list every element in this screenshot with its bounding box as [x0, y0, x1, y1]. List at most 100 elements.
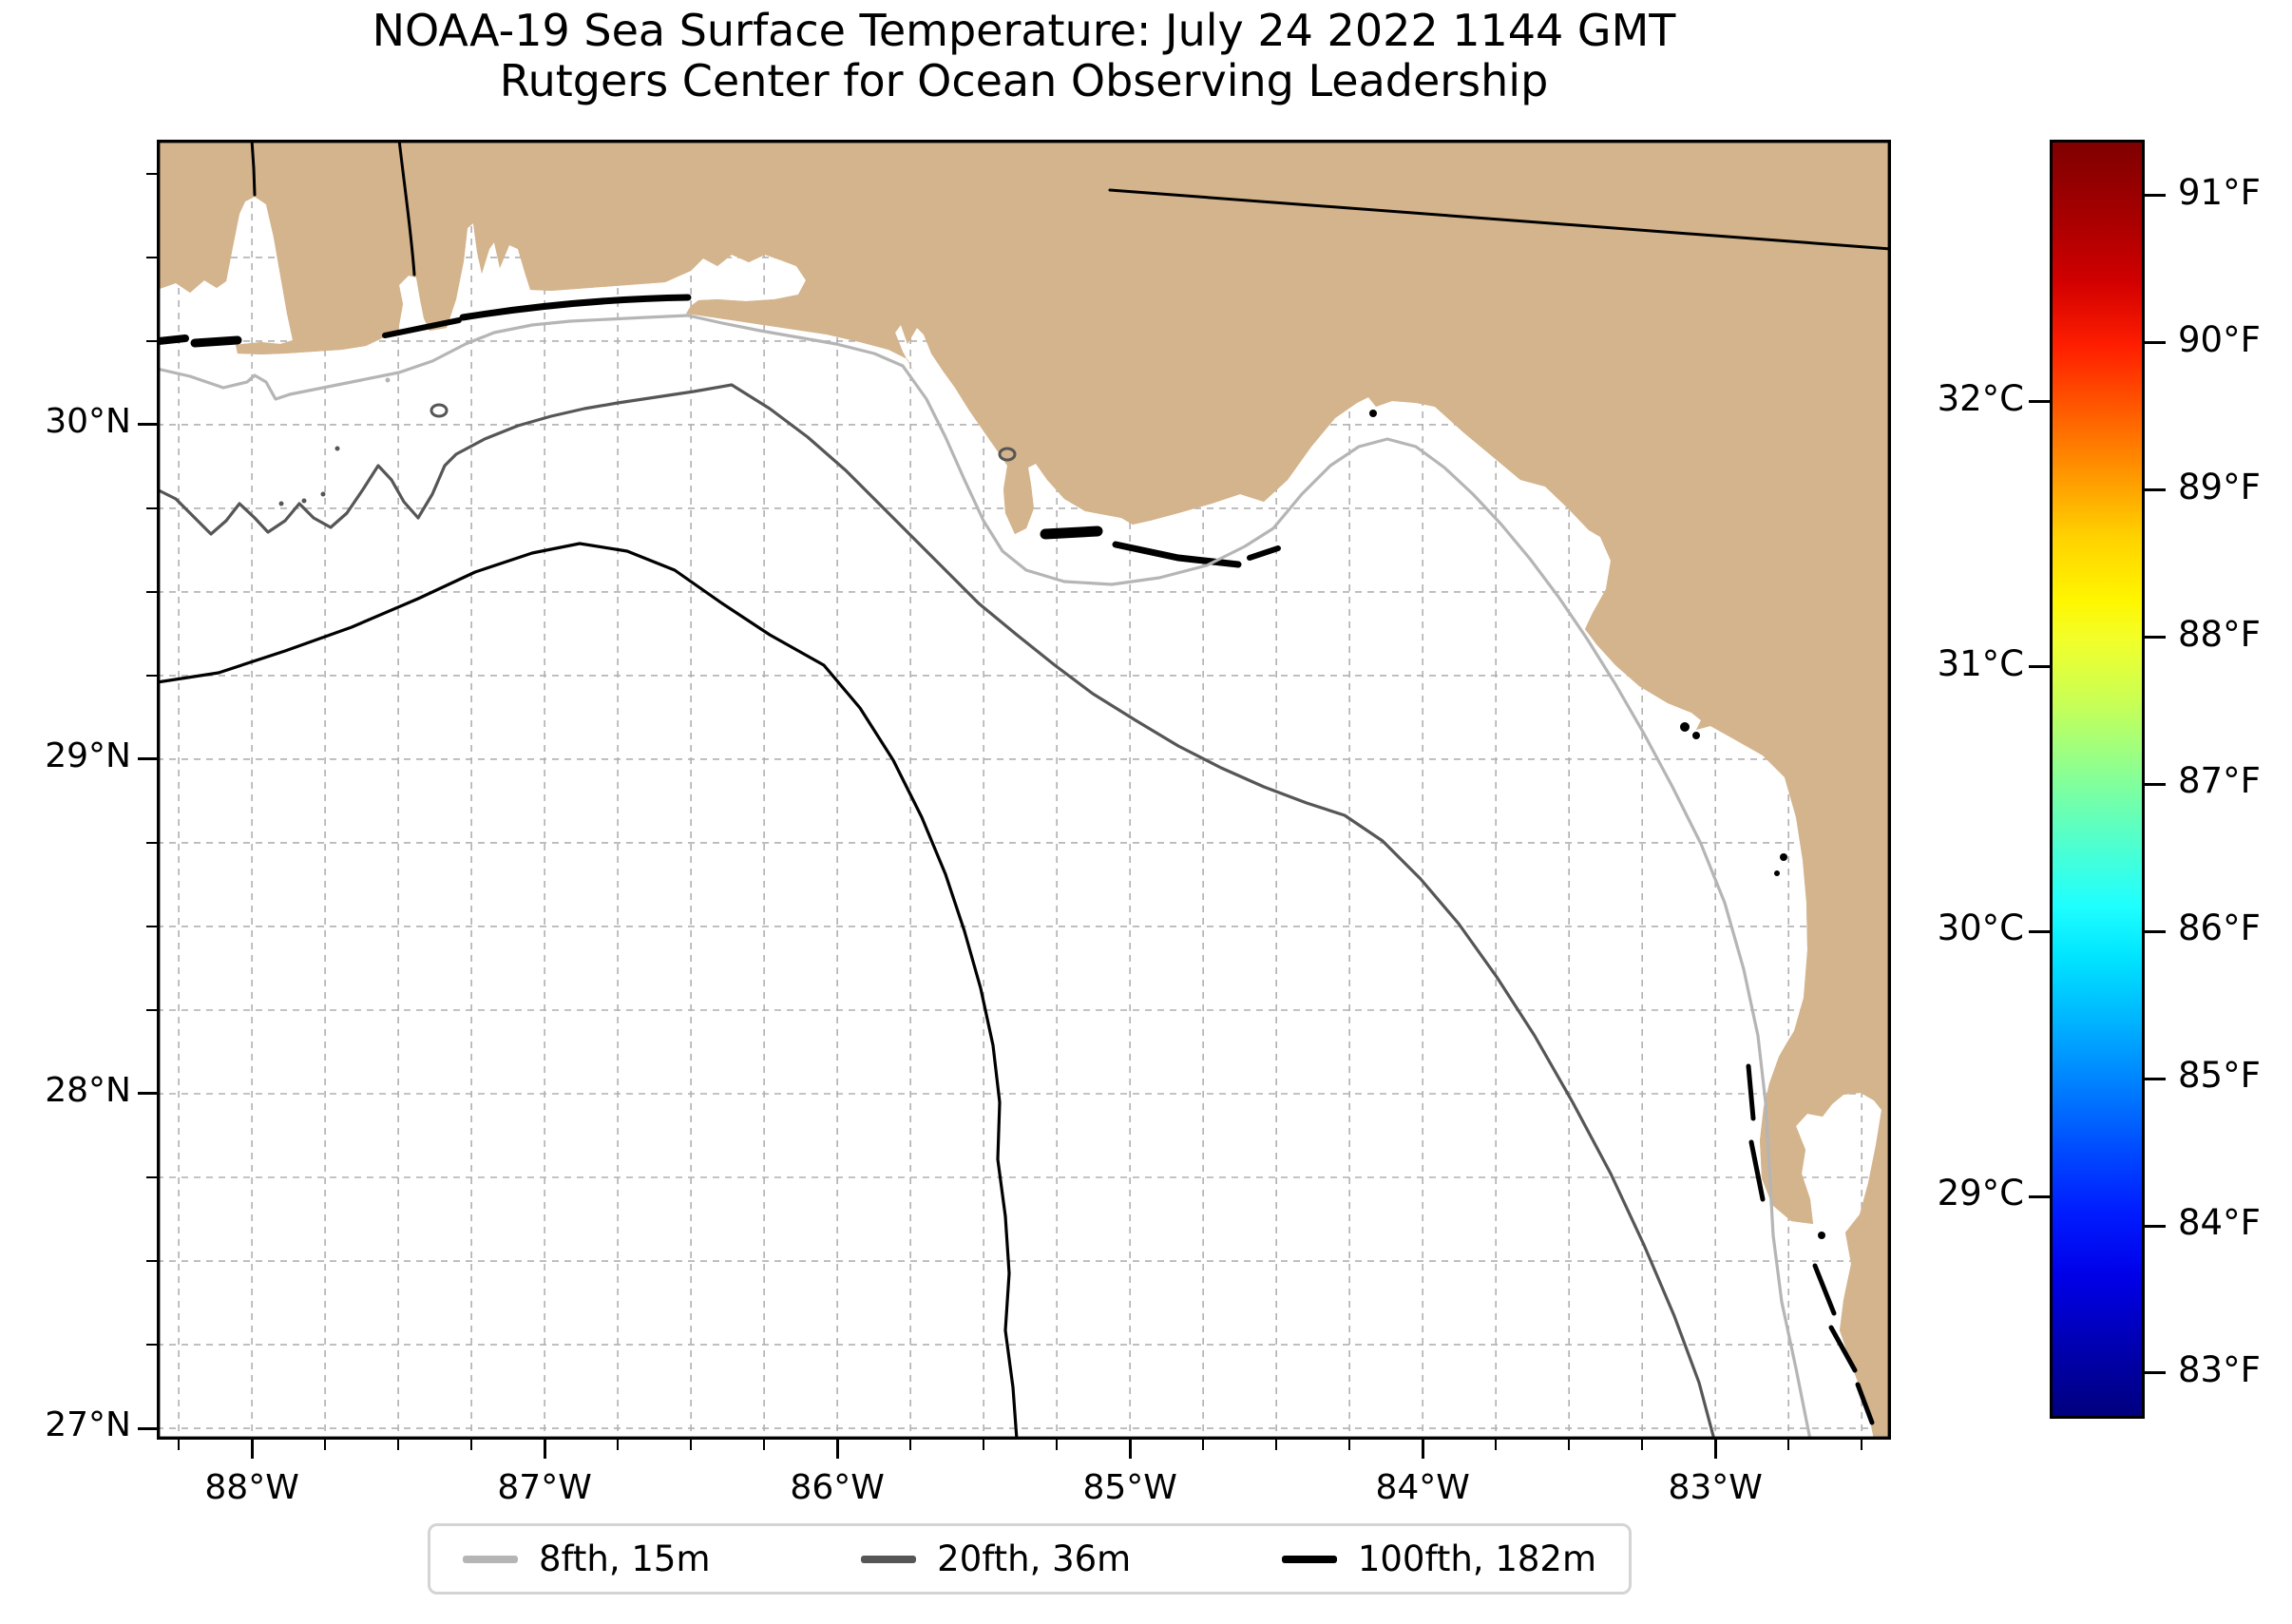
legend-item: 8fth, 15m	[463, 1538, 711, 1579]
legend-label: 8fth, 15m	[539, 1538, 711, 1579]
y-minor-tick	[146, 841, 157, 844]
colorbar-f-tick	[2145, 341, 2166, 345]
x-minor-tick	[397, 1440, 400, 1450]
y-tick-label: 27°N	[45, 1405, 131, 1445]
islet	[1780, 853, 1787, 861]
colorbar-f-label: 89°F	[2178, 466, 2261, 507]
speck	[301, 498, 307, 504]
speck	[320, 491, 326, 497]
x-tick-label: 84°W	[1375, 1468, 1470, 1507]
y-major-tick	[138, 1426, 157, 1430]
colorbar-f-label: 86°F	[2178, 908, 2261, 949]
x-minor-tick	[324, 1440, 327, 1450]
y-minor-tick	[146, 172, 157, 175]
colorbar-c-tick	[2029, 665, 2050, 668]
y-minor-tick	[146, 590, 157, 593]
y-minor-tick	[146, 1008, 157, 1011]
legend-label: 100fth, 182m	[1357, 1538, 1596, 1579]
boundary-lines	[250, 140, 1891, 277]
legend-item: 100fth, 182m	[1281, 1538, 1596, 1579]
y-tick-label: 28°N	[45, 1070, 131, 1110]
colorbar-c-tick	[2029, 929, 2050, 933]
x-minor-tick	[983, 1440, 985, 1450]
x-minor-tick	[1056, 1440, 1059, 1450]
colorbar-f-tick	[2145, 636, 2166, 640]
colorbar-c-label: 29°C	[1937, 1173, 2024, 1214]
x-minor-tick	[909, 1440, 912, 1450]
contour-ring	[998, 447, 1017, 462]
colorbar-c-label: 31°C	[1937, 642, 2024, 684]
island	[1812, 1263, 1837, 1316]
colorbar-f-label: 83°F	[2178, 1348, 2261, 1390]
x-tick-label: 88°W	[204, 1468, 299, 1507]
x-minor-tick	[1787, 1440, 1790, 1450]
legend-line-swatch	[1281, 1555, 1337, 1563]
x-major-tick	[1421, 1440, 1424, 1459]
x-major-tick	[543, 1440, 546, 1459]
barrier-islands	[157, 294, 1875, 1425]
colorbar-c-label: 32°C	[1937, 377, 2024, 419]
contour-100fth	[157, 542, 1019, 1440]
island	[1828, 1325, 1858, 1373]
y-tick-label: 29°N	[45, 736, 131, 775]
speck	[385, 377, 391, 383]
x-major-tick	[1128, 1440, 1132, 1459]
colorbar-f-label: 91°F	[2178, 171, 2261, 213]
colorbar-f-label: 90°F	[2178, 318, 2261, 360]
colorbar-f-tick	[2145, 1224, 2166, 1228]
contour-ring	[430, 403, 449, 418]
title-line-1: NOAA-19 Sea Surface Temperature: July 24…	[372, 5, 1676, 56]
map-plot	[157, 140, 1891, 1440]
legend-line-swatch	[861, 1555, 917, 1563]
contour-20fth	[157, 383, 1716, 1440]
x-minor-tick	[470, 1440, 473, 1450]
colorbar-f-tick	[2145, 488, 2166, 492]
colorbar-c-tick	[2029, 1194, 2050, 1198]
island	[157, 334, 189, 345]
y-major-tick	[138, 1092, 157, 1096]
y-minor-tick	[146, 1260, 157, 1262]
speck	[278, 501, 284, 506]
island	[1746, 1063, 1756, 1121]
contour-specks	[278, 377, 1017, 506]
x-minor-tick	[1641, 1440, 1644, 1450]
x-minor-tick	[178, 1440, 181, 1450]
x-major-tick	[1713, 1440, 1717, 1459]
islet	[1774, 870, 1780, 876]
speck	[334, 446, 340, 451]
legend-label: 20fth, 36m	[937, 1538, 1132, 1579]
island	[1040, 525, 1103, 540]
islet	[1680, 722, 1690, 732]
island	[190, 335, 242, 348]
colorbar-f-tick	[2145, 194, 2166, 198]
y-minor-tick	[146, 925, 157, 927]
island	[1855, 1382, 1875, 1425]
islet	[1369, 410, 1377, 417]
x-major-tick	[250, 1440, 254, 1459]
islet	[1818, 1232, 1825, 1239]
colorbar-c-tick	[2029, 400, 2050, 404]
legend-line-swatch	[463, 1555, 518, 1563]
colorbar-f-label: 85°F	[2178, 1055, 2261, 1097]
x-tick-label: 87°W	[497, 1468, 592, 1507]
colorbar-f-tick	[2145, 929, 2166, 933]
x-minor-tick	[1495, 1440, 1498, 1450]
y-minor-tick	[146, 1344, 157, 1347]
island	[1112, 541, 1242, 568]
y-major-tick	[138, 423, 157, 427]
y-minor-tick	[146, 506, 157, 509]
colorbar-f-label: 87°F	[2178, 760, 2261, 802]
y-tick-label: 30°N	[45, 401, 131, 441]
contour-8fth	[157, 314, 1812, 1440]
colorbar-f-label: 84°F	[2178, 1202, 2261, 1244]
x-minor-tick	[1861, 1440, 1863, 1450]
y-major-tick	[138, 757, 157, 761]
colorbar-c-label: 30°C	[1937, 908, 2024, 949]
y-minor-tick	[146, 1176, 157, 1178]
river-line	[397, 140, 416, 277]
figure-title: NOAA-19 Sea Surface Temperature: July 24…	[157, 5, 1891, 107]
island	[1748, 1139, 1766, 1202]
x-minor-tick	[617, 1440, 620, 1450]
colorbar-f-tick	[2145, 1371, 2166, 1375]
